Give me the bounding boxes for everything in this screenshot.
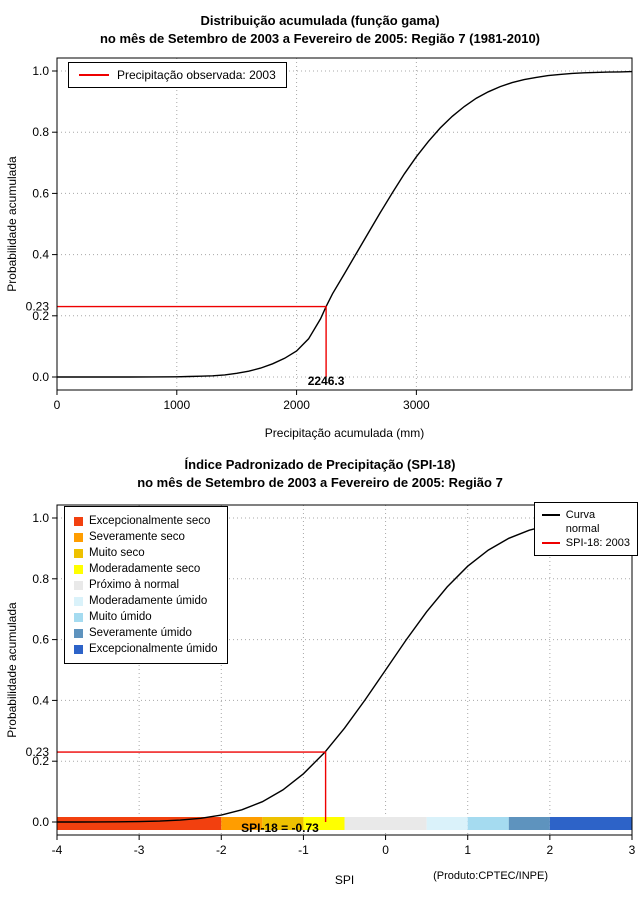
gamma-marker-y-label: 0.23 — [26, 300, 50, 314]
svg-text:0.0: 0.0 — [32, 370, 49, 384]
gamma-legend: Precipitação observada: 2003 — [68, 62, 287, 88]
category-label: Moderadamente úmido — [89, 595, 208, 607]
gamma-title-line1: Distribuição acumulada (função gama) — [200, 13, 440, 28]
svg-text:1.0: 1.0 — [32, 511, 49, 525]
category-swatch — [74, 596, 83, 606]
spi-legend-item-1: Severamente seco — [74, 529, 218, 545]
svg-text:3000: 3000 — [403, 398, 430, 412]
spi-legend-item-2: Muito seco — [74, 545, 218, 561]
category-swatch — [74, 612, 83, 622]
gamma-cdf-plot: 0 1000 2000 3000 0.0 0.2 0.4 0.6 0.8 1.0 0.23 2246.… — [5, 57, 633, 440]
gamma-curve — [57, 70, 633, 378]
svg-text:0.6: 0.6 — [32, 186, 49, 200]
normal-curve-label-line1: Curva — [565, 509, 596, 521]
gamma-cdf-chart-block: Distribuição acumulada (função gama) no … — [0, 12, 640, 440]
observed-line-sample — [79, 74, 109, 76]
spi-x-axis-label: SPI — [335, 873, 354, 887]
axes: 0 1000 2000 3000 0.0 0.2 0.4 0.6 0.8 1.0 — [32, 64, 430, 412]
category-swatch — [74, 644, 83, 654]
spi-line-label: SPI-18: 2003 — [565, 537, 630, 549]
spi-legend-item-6: Muito úmido — [74, 609, 218, 625]
spi-legend-item-7: Severamente úmido — [74, 625, 218, 641]
category-swatch — [74, 564, 83, 574]
category-swatch — [74, 580, 83, 590]
gamma-chart-title: Distribuição acumulada (função gama) no … — [0, 12, 640, 48]
svg-text:0.2: 0.2 — [32, 754, 49, 768]
spi-y-axis-label: Probabilidade acumulada — [5, 602, 19, 738]
spi-chart-block: Índice Padronizado de Precipitação (SPI-… — [0, 450, 640, 900]
svg-text:0.6: 0.6 — [32, 633, 49, 647]
spi-title-line2: no mês de Setembro de 2003 a Fevereiro d… — [137, 475, 503, 490]
spi-legend-item-5: Moderadamente úmido — [74, 593, 218, 609]
plot-box — [56, 504, 633, 836]
spi-curve-legend: Curva normal SPI-18: 2003 — [533, 502, 638, 556]
svg-text:2000: 2000 — [283, 398, 310, 412]
spi-legend-item-4: Próximo à normal — [74, 577, 218, 593]
svg-text:-1: -1 — [298, 843, 309, 857]
svg-text:0.8: 0.8 — [32, 572, 49, 586]
plot-box — [56, 57, 633, 391]
spi-color-bar — [57, 817, 632, 830]
category-label: Próximo à normal — [89, 579, 180, 591]
svg-text:0: 0 — [382, 843, 389, 857]
gamma-y-axis-label: Probabilidade acumulada — [5, 156, 19, 292]
axes: -4 -3 -2 -1 0 1 2 3 0.0 0.2 0.4 0.6 0.8 1.0 — [32, 511, 635, 857]
category-label: Severamente seco — [89, 531, 185, 543]
category-label: Muito úmido — [89, 611, 152, 623]
svg-text:0.2: 0.2 — [32, 309, 49, 323]
svg-text:1000: 1000 — [163, 398, 190, 412]
spi-chart-title: Índice Padronizado de Precipitação (SPI-… — [0, 456, 640, 492]
normal-curve-line-sample — [541, 514, 560, 516]
svg-text:0.0: 0.0 — [32, 815, 49, 829]
gamma-marker-x-label: 2246.3 — [308, 374, 345, 388]
spi-category-legend: Excepcionalmente seco Severamente seco Mui… — [64, 506, 228, 664]
svg-text:1: 1 — [464, 843, 471, 857]
svg-text:-2: -2 — [216, 843, 227, 857]
curve-legend-item: Curva — [541, 508, 630, 522]
category-swatch — [74, 532, 83, 542]
category-label: Moderadamente seco — [89, 563, 201, 575]
svg-text:0: 0 — [54, 398, 61, 412]
spi-line-sample — [541, 542, 560, 544]
svg-text:0.4: 0.4 — [32, 248, 49, 262]
svg-text:2: 2 — [547, 843, 554, 857]
category-label: Severamente úmido — [89, 627, 192, 639]
spi-plot: -4 -3 -2 -1 0 1 2 3 0.0 0.2 0.4 0.6 0.8 1.0 0.23 SPI-18… — [5, 504, 636, 887]
normal-curve-label-line2: normal — [565, 523, 600, 535]
spi-marker-x-label: SPI-18 = -0.73 — [241, 821, 319, 835]
spi-marker-line — [57, 751, 327, 822]
category-label: Excepcionalmente seco — [89, 515, 211, 527]
category-swatch — [74, 548, 83, 558]
spi-curve — [57, 517, 633, 823]
category-swatch — [74, 516, 83, 526]
spi-marker-y-label: 0.23 — [26, 745, 50, 759]
spi-legend-item-8: Excepcionalmente úmido — [74, 641, 218, 657]
producer-note: (Produto:CPTEC/INPE) — [433, 870, 548, 882]
category-swatch — [74, 628, 83, 638]
svg-text:-3: -3 — [134, 843, 145, 857]
gamma-title-line2: no mês de Setembro de 2003 a Fevereiro d… — [99, 31, 541, 46]
svg-text:3: 3 — [629, 843, 636, 857]
svg-text:0.8: 0.8 — [32, 125, 49, 139]
spi-legend-item-0: Excepcionalmente seco — [74, 513, 218, 529]
observed-line-label: Precipitação observada: 2003 — [117, 68, 276, 82]
gamma-x-axis-label: Precipitação acumulada (mm) — [265, 426, 424, 440]
svg-text:1.0: 1.0 — [32, 64, 49, 78]
gamma-marker-line — [57, 305, 327, 377]
svg-text:-4: -4 — [52, 843, 63, 857]
gridlines — [56, 58, 632, 390]
spi-line-legend-item: SPI-18: 2003 — [541, 536, 630, 550]
svg-text:0.4: 0.4 — [32, 693, 49, 707]
category-label: Muito seco — [89, 547, 145, 559]
spi-title-line1: Índice Padronizado de Precipitação (SPI-… — [184, 457, 456, 472]
spi-legend-item-3: Moderadamente seco — [74, 561, 218, 577]
category-label: Excepcionalmente úmido — [89, 643, 218, 655]
